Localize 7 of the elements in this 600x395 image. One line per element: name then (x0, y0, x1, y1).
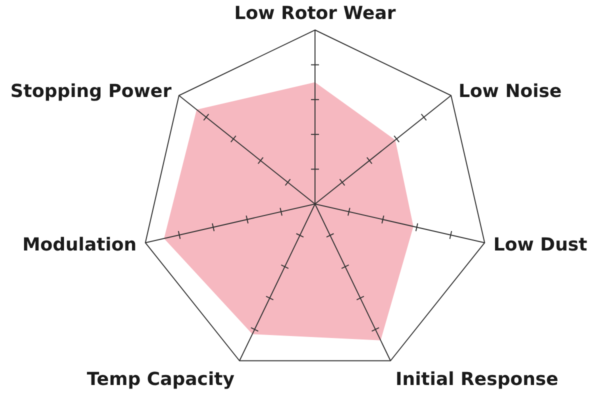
spoke-label: Temp Capacity (86, 369, 235, 390)
spoke-label: Low Dust (493, 234, 588, 256)
spoke-label: Modulation (22, 234, 137, 256)
spoke-label: Low Rotor Wear (234, 3, 396, 24)
spoke-label: Stopping Power (10, 81, 172, 102)
spoke-label: Initial Response (396, 369, 558, 390)
spoke-label: Low Noise (458, 81, 562, 102)
